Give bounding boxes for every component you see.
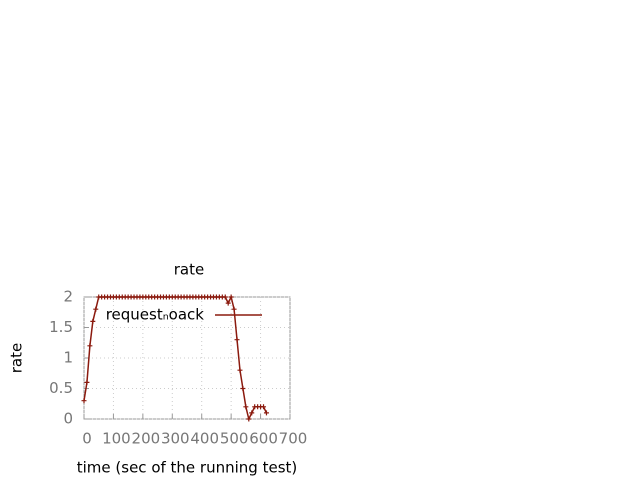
- x-axis-label: time (sec of the running test): [77, 459, 298, 477]
- point-marker: [240, 386, 246, 391]
- y-tick-label: 1.5: [49, 318, 73, 336]
- point-marker: [246, 416, 252, 422]
- point-marker: [93, 306, 99, 312]
- x-tick-label: 300: [161, 430, 190, 448]
- y-tick-label: 0: [63, 410, 73, 428]
- x-tick-label: 700: [279, 430, 308, 448]
- point-marker: [231, 306, 237, 312]
- x-tick-label: 600: [249, 430, 278, 448]
- point-marker: [81, 398, 87, 404]
- x-tick-label: 200: [132, 430, 161, 448]
- y-axis-label: rate: [8, 343, 26, 373]
- point-marker: [261, 404, 267, 410]
- point-marker: [228, 294, 234, 300]
- y-tick-label: 0.5: [49, 379, 73, 397]
- y-tick-label: 1: [63, 349, 73, 367]
- point-marker: [84, 379, 90, 385]
- point-marker: [237, 367, 243, 373]
- point-marker: [222, 294, 228, 300]
- x-tick-label: 500: [220, 430, 249, 448]
- y-tick-label: 2: [63, 288, 73, 306]
- point-marker: [263, 410, 269, 416]
- x-tick-label: 400: [190, 430, 219, 448]
- point-marker: [234, 337, 240, 343]
- point-marker: [90, 318, 96, 324]
- x-tick-label: 0: [82, 430, 92, 448]
- legend-label: requestₙoack: [106, 306, 205, 324]
- point-marker: [225, 300, 231, 306]
- point-marker: [249, 410, 255, 416]
- point-marker: [87, 343, 93, 349]
- point-marker: [243, 404, 249, 410]
- x-tick-label: 100: [102, 430, 131, 448]
- chart-title: rate: [174, 261, 204, 279]
